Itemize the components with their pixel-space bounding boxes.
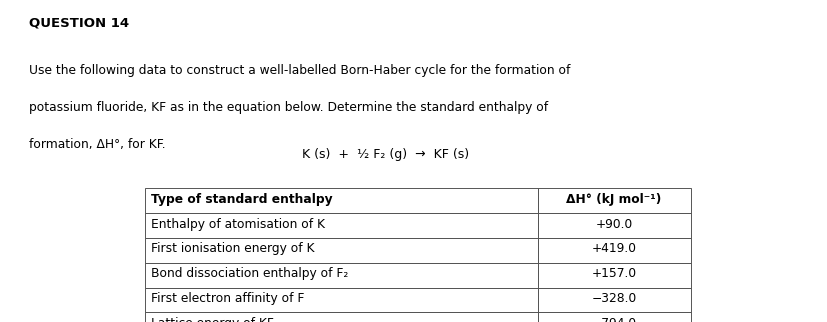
Text: QUESTION 14: QUESTION 14	[29, 16, 129, 29]
Text: First electron affinity of F: First electron affinity of F	[151, 292, 304, 305]
Text: Use the following data to construct a well-labelled Born-Haber cycle for the for: Use the following data to construct a we…	[29, 64, 571, 77]
Bar	[538, 238, 691, 263]
Text: −794.0: −794.0	[591, 317, 637, 322]
Bar	[145, 288, 538, 312]
Text: K (s)  +  ½ F₂ (g)  →  KF (s): K (s) + ½ F₂ (g) → KF (s)	[302, 148, 469, 161]
Bar	[538, 263, 691, 288]
Text: Type of standard enthalpy: Type of standard enthalpy	[151, 193, 333, 206]
Bar	[145, 213, 538, 238]
Bar	[538, 188, 691, 213]
Text: potassium fluoride, KF as in the equation below. Determine the standard enthalpy: potassium fluoride, KF as in the equatio…	[29, 101, 548, 114]
Bar	[145, 312, 538, 322]
Bar	[145, 263, 538, 288]
Text: Bond dissociation enthalpy of F₂: Bond dissociation enthalpy of F₂	[151, 267, 349, 280]
Bar	[538, 213, 691, 238]
Text: +419.0: +419.0	[591, 242, 637, 255]
Text: First ionisation energy of K: First ionisation energy of K	[151, 242, 315, 255]
Text: ΔH° (kJ mol⁻¹): ΔH° (kJ mol⁻¹)	[566, 193, 662, 206]
Text: Lattice energy of KF: Lattice energy of KF	[151, 317, 275, 322]
Text: −328.0: −328.0	[591, 292, 637, 305]
Bar	[145, 188, 538, 213]
Text: +157.0: +157.0	[591, 267, 637, 280]
Text: formation, ΔH°, for KF.: formation, ΔH°, for KF.	[29, 138, 165, 151]
Text: +90.0: +90.0	[595, 218, 633, 231]
Bar	[145, 238, 538, 263]
Bar	[538, 288, 691, 312]
Text: Enthalpy of atomisation of K: Enthalpy of atomisation of K	[151, 218, 325, 231]
Bar	[538, 312, 691, 322]
